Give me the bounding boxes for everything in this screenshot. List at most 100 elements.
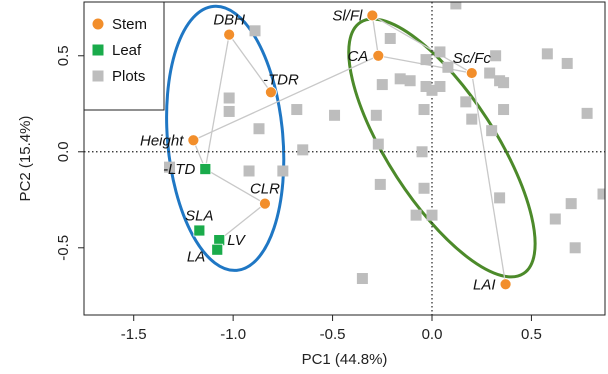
plot-point-32 bbox=[581, 107, 593, 119]
point-label-lai: LAI bbox=[473, 276, 496, 293]
segment-dbh-tdr bbox=[228, 34, 272, 93]
ellipse-right bbox=[347, 17, 537, 279]
x-tick-label: 0.5 bbox=[521, 326, 542, 343]
plot-point-8 bbox=[561, 57, 573, 69]
plot-point-29 bbox=[416, 146, 428, 158]
plot-point-39 bbox=[494, 192, 506, 204]
plot-point-10 bbox=[404, 75, 416, 87]
point-label-clr: CLR bbox=[250, 181, 280, 198]
plot-point-4 bbox=[434, 46, 446, 58]
legend-label-leaf: Leaf bbox=[112, 42, 142, 59]
plot-point-23 bbox=[253, 123, 265, 135]
plot-point-40 bbox=[565, 198, 577, 210]
plot-point-38 bbox=[418, 182, 430, 194]
plot-frame bbox=[83, 1, 606, 316]
plot-point-6 bbox=[490, 50, 502, 62]
segment-height-ca bbox=[193, 55, 379, 141]
point-label-tdr: -TDR bbox=[263, 71, 299, 88]
segment-clr-lv bbox=[218, 203, 266, 241]
plot-point-42 bbox=[426, 209, 438, 221]
y-tick-label: 0.0 bbox=[55, 141, 72, 162]
plot-point-25 bbox=[223, 105, 235, 117]
legend-marker-plots bbox=[92, 70, 104, 82]
plot-point-27 bbox=[329, 109, 341, 121]
segment-sl-fl-sc-fc bbox=[372, 14, 473, 74]
group-ellipses bbox=[165, 4, 537, 279]
point-label-sc-fc: Sc/Fc bbox=[453, 50, 492, 67]
trait-labels: DBH -TDR Height CLR Sl/Fl CA Sc/Fc LAI -LTD SLA LV… bbox=[140, 7, 496, 293]
y-tick-label: 0.5 bbox=[55, 45, 72, 66]
plot-point-37 bbox=[374, 178, 386, 190]
plot-point-16 bbox=[434, 80, 446, 92]
y-tick-label: -0.5 bbox=[55, 235, 72, 261]
plot-point-28 bbox=[372, 138, 384, 150]
plot-point-19 bbox=[291, 104, 303, 116]
leaf-point-ltd bbox=[199, 163, 212, 175]
point-label-height: Height bbox=[140, 132, 184, 149]
legend-marker-leaf bbox=[92, 44, 104, 56]
plot-point-21 bbox=[460, 96, 472, 108]
point-label-ca: CA bbox=[347, 48, 368, 65]
segment-sc-fc-lai bbox=[471, 72, 507, 285]
plots-points bbox=[164, 2, 605, 285]
x-tick-label: 0.0 bbox=[422, 326, 443, 343]
stem-point-lai bbox=[499, 278, 512, 291]
stem-point-tdr bbox=[265, 86, 277, 99]
y-axis-title: PC2 (15.4%) bbox=[17, 116, 34, 202]
stem-point-sl-fl bbox=[366, 9, 379, 22]
leaf-point-sla bbox=[193, 224, 206, 237]
plot-point-33 bbox=[486, 125, 498, 137]
connector-segments bbox=[192, 14, 507, 285]
plot-point-3 bbox=[384, 32, 396, 44]
plot-point-30 bbox=[297, 144, 309, 156]
plot-point-11 bbox=[394, 73, 406, 85]
plot-point-44 bbox=[597, 188, 605, 200]
segment-sl-fl-ca bbox=[371, 15, 379, 56]
stem-point-dbh bbox=[223, 28, 236, 41]
plot-point-15 bbox=[420, 80, 432, 92]
plot-point-46 bbox=[569, 242, 581, 254]
stem-point-clr bbox=[259, 197, 271, 210]
point-label-la: LA bbox=[187, 249, 205, 266]
plot-point-17 bbox=[498, 77, 510, 89]
plot-point-18 bbox=[426, 84, 438, 96]
plot-point-12 bbox=[376, 79, 388, 91]
ellipse-left bbox=[165, 4, 286, 272]
stem-point-sc-fc bbox=[465, 67, 478, 79]
plot-point-1 bbox=[450, 2, 462, 10]
stem-point-ca bbox=[372, 49, 385, 62]
trait-points bbox=[187, 9, 512, 291]
axis-ticks: -1.5 -1.0 -0.5 0.0 0.5 -0.5 0.0 0.5 bbox=[55, 45, 542, 343]
legend-label-stem: Stem bbox=[112, 16, 147, 33]
leaf-point-la bbox=[211, 243, 224, 256]
plot-point-43 bbox=[549, 213, 561, 225]
segment-dbh-ltd bbox=[204, 34, 230, 170]
reference-lines bbox=[84, 2, 605, 315]
plot-point-34 bbox=[164, 161, 176, 173]
plot-point-2 bbox=[249, 25, 261, 37]
plot-point-22 bbox=[498, 104, 510, 116]
plot-point-24 bbox=[223, 92, 235, 104]
plot-point-35 bbox=[277, 165, 289, 177]
point-label-dbh: DBH bbox=[213, 12, 245, 29]
plot-point-5 bbox=[420, 54, 432, 66]
plot-point-26 bbox=[370, 109, 382, 121]
x-tick-label: -1.0 bbox=[220, 326, 246, 343]
legend-marker-stem bbox=[92, 18, 104, 30]
point-label-sla: SLA bbox=[185, 208, 213, 225]
point-label-lv: LV bbox=[227, 232, 247, 249]
plot-point-41 bbox=[410, 209, 422, 221]
x-axis-title: PC1 (44.8%) bbox=[302, 351, 388, 368]
plot-point-20 bbox=[418, 104, 430, 116]
plot-point-31 bbox=[466, 113, 478, 125]
plot-point-13 bbox=[484, 67, 496, 79]
legend: Stem Leaf Plots bbox=[83, 1, 165, 111]
plot-point-36 bbox=[243, 165, 255, 177]
plot-point-9 bbox=[442, 61, 454, 73]
segment-ltd-clr bbox=[204, 168, 266, 205]
plot-point-7 bbox=[541, 48, 553, 60]
plot-point-45 bbox=[356, 273, 368, 285]
x-tick-label: -1.5 bbox=[121, 326, 147, 343]
stem-point-height bbox=[187, 134, 200, 147]
